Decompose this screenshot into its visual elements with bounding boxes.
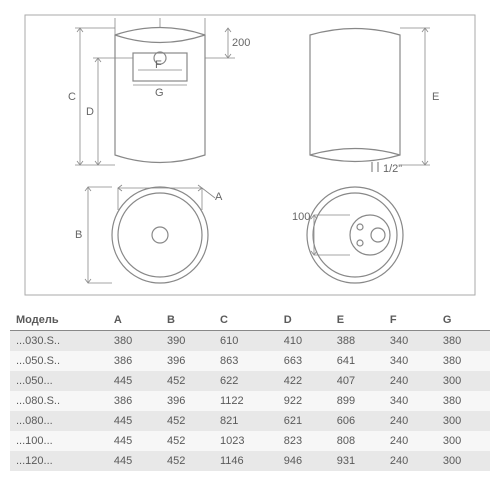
table-cell: 445 bbox=[108, 431, 161, 451]
table-cell: ...050... bbox=[10, 371, 108, 391]
table-cell: 606 bbox=[331, 411, 384, 431]
table-cell: 380 bbox=[437, 351, 490, 371]
col-F: F bbox=[384, 310, 437, 331]
label-A: A bbox=[215, 191, 223, 203]
col-B: B bbox=[161, 310, 214, 331]
table-cell: ...080... bbox=[10, 411, 108, 431]
table-cell: 300 bbox=[437, 451, 490, 471]
table-row: ...080...445452821621606240300 bbox=[10, 411, 490, 431]
col-G: G bbox=[437, 310, 490, 331]
table-cell: 452 bbox=[161, 371, 214, 391]
table-cell: 622 bbox=[214, 371, 278, 391]
table-cell: 899 bbox=[331, 391, 384, 411]
table-cell: ...080.S.. bbox=[10, 391, 108, 411]
diagram-svg: F G 200 C D bbox=[20, 10, 480, 300]
table-cell: 452 bbox=[161, 451, 214, 471]
dimensions-table: Модель A B C D E F G ...030.S..380390610… bbox=[10, 310, 490, 471]
table-cell: 380 bbox=[108, 331, 161, 352]
col-E: E bbox=[331, 310, 384, 331]
label-half-inch: 1/2" bbox=[383, 163, 402, 175]
table-row: ...030.S..380390610410388340380 bbox=[10, 331, 490, 352]
table-cell: 300 bbox=[437, 431, 490, 451]
table-cell: 663 bbox=[278, 351, 331, 371]
table-cell: 445 bbox=[108, 451, 161, 471]
label-E: E bbox=[432, 91, 439, 103]
table-cell: 931 bbox=[331, 451, 384, 471]
table-cell: ...050.S.. bbox=[10, 351, 108, 371]
col-C: C bbox=[214, 310, 278, 331]
table-cell: 946 bbox=[278, 451, 331, 471]
table-cell: 641 bbox=[331, 351, 384, 371]
table-cell: 445 bbox=[108, 411, 161, 431]
table-cell: 380 bbox=[437, 331, 490, 352]
col-D: D bbox=[278, 310, 331, 331]
table-cell: 922 bbox=[278, 391, 331, 411]
table-cell: ...120... bbox=[10, 451, 108, 471]
diagram-frame bbox=[25, 15, 475, 295]
table-cell: 1122 bbox=[214, 391, 278, 411]
label-B: B bbox=[75, 229, 82, 241]
table-cell: 821 bbox=[214, 411, 278, 431]
table-row: ...050...445452622422407240300 bbox=[10, 371, 490, 391]
label-C: C bbox=[68, 91, 76, 103]
table-cell: 240 bbox=[384, 411, 437, 431]
page: F G 200 C D bbox=[0, 0, 500, 500]
top-view: A B bbox=[75, 185, 223, 283]
technical-diagram: F G 200 C D bbox=[20, 10, 480, 300]
table-cell: 863 bbox=[214, 351, 278, 371]
bottom-view: 100 bbox=[292, 187, 403, 283]
table-cell: 452 bbox=[161, 431, 214, 451]
table-cell: ...100... bbox=[10, 431, 108, 451]
label-G: G bbox=[155, 87, 164, 99]
side-view: 1/2" E bbox=[310, 28, 439, 175]
table-cell: 340 bbox=[384, 351, 437, 371]
label-D: D bbox=[86, 106, 94, 118]
table-cell: 823 bbox=[278, 431, 331, 451]
table-cell: 396 bbox=[161, 391, 214, 411]
table-cell: 240 bbox=[384, 371, 437, 391]
table-cell: 610 bbox=[214, 331, 278, 352]
front-view: F G 200 C D bbox=[68, 18, 250, 165]
table-cell: 808 bbox=[331, 431, 384, 451]
table-cell: 1023 bbox=[214, 431, 278, 451]
label-100: 100 bbox=[292, 211, 310, 223]
table-cell: ...030.S.. bbox=[10, 331, 108, 352]
label-F: F bbox=[155, 59, 162, 71]
table-cell: 1146 bbox=[214, 451, 278, 471]
table-cell: 410 bbox=[278, 331, 331, 352]
col-A: A bbox=[108, 310, 161, 331]
table-row: ...080.S..3863961122922899340380 bbox=[10, 391, 490, 411]
table-cell: 340 bbox=[384, 391, 437, 411]
table-row: ...120...4454521146946931240300 bbox=[10, 451, 490, 471]
table-row: ...100...4454521023823808240300 bbox=[10, 431, 490, 451]
table-cell: 240 bbox=[384, 451, 437, 471]
table-cell: 340 bbox=[384, 331, 437, 352]
label-200: 200 bbox=[232, 37, 250, 49]
table-cell: 445 bbox=[108, 371, 161, 391]
table-cell: 396 bbox=[161, 351, 214, 371]
table-cell: 300 bbox=[437, 411, 490, 431]
table-cell: 407 bbox=[331, 371, 384, 391]
table-cell: 240 bbox=[384, 431, 437, 451]
table-cell: 452 bbox=[161, 411, 214, 431]
table-cell: 422 bbox=[278, 371, 331, 391]
table-body: ...030.S..380390610410388340380...050.S.… bbox=[10, 331, 490, 472]
col-model: Модель bbox=[10, 310, 108, 331]
table-cell: 386 bbox=[108, 351, 161, 371]
table-cell: 390 bbox=[161, 331, 214, 352]
table-header-row: Модель A B C D E F G bbox=[10, 310, 490, 331]
table-cell: 388 bbox=[331, 331, 384, 352]
table-row: ...050.S..386396863663641340380 bbox=[10, 351, 490, 371]
table-cell: 380 bbox=[437, 391, 490, 411]
table-cell: 621 bbox=[278, 411, 331, 431]
table-cell: 300 bbox=[437, 371, 490, 391]
table-cell: 386 bbox=[108, 391, 161, 411]
spec-table: Модель A B C D E F G ...030.S..380390610… bbox=[10, 310, 490, 471]
